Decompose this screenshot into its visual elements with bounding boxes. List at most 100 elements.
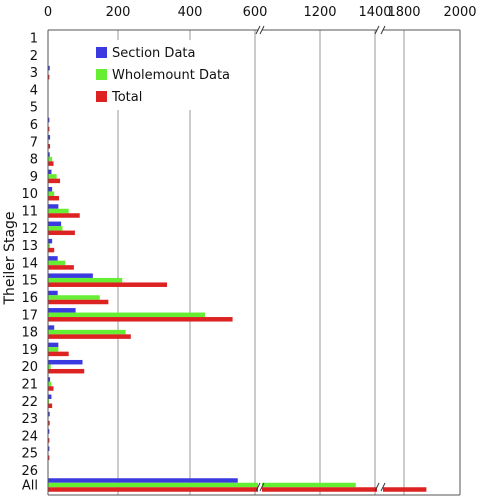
bar-total-6: [48, 126, 50, 132]
bar-total-20: [48, 368, 85, 374]
bar-section-data-16: [48, 290, 58, 296]
y-tick-label: 9: [30, 170, 38, 185]
y-tick-label: 24: [21, 429, 38, 444]
axis-break-gap-top: [377, 24, 383, 34]
bars: [48, 65, 427, 492]
legend-label: Section Data: [112, 46, 195, 61]
x-tick-label: 600: [243, 5, 268, 20]
bar-total-17: [48, 317, 233, 322]
bar-section-data-12: [48, 221, 62, 227]
bar-total-3: [48, 74, 50, 80]
axis-break-gap-bottom: [377, 475, 383, 499]
x-tick-label: 1800: [387, 5, 420, 20]
bar-section-data-3: [48, 65, 50, 71]
bar-total-23: [48, 420, 50, 426]
bar-total-19: [48, 351, 69, 357]
legend-swatch: [96, 91, 107, 102]
y-tick-label: 17: [21, 308, 38, 323]
x-tick-label: 0: [44, 5, 52, 20]
axis-break-slash: [380, 25, 386, 35]
y-tick-label: 20: [21, 360, 38, 375]
bar-wholemount-data-13: [48, 243, 51, 248]
y-tick-label: 19: [21, 343, 38, 358]
bar-wholemount-data-11: [48, 208, 69, 214]
bar-section-data-13: [48, 238, 53, 244]
bar-total-14: [48, 265, 74, 270]
y-tick-label: 8: [30, 153, 38, 168]
legend: Section Data Wholemount Data Total: [90, 40, 245, 110]
bar-section-data-20: [48, 359, 83, 365]
bar-total-10: [48, 195, 60, 201]
bar-total-All: [48, 487, 427, 492]
y-tick-label: 5: [30, 101, 38, 116]
y-tick-label: 16: [21, 291, 38, 306]
y-tick-label: 4: [30, 83, 38, 98]
x-tick-label: 400: [178, 5, 203, 20]
axis-break-slash: [255, 482, 261, 492]
bar-section-data-All: [48, 478, 238, 483]
bar-total-25: [48, 455, 50, 460]
bar-section-data-22: [48, 394, 52, 400]
bar-wholemount-data-22: [48, 399, 50, 404]
bar-wholemount-data-9: [48, 174, 57, 179]
bar-total-24: [48, 438, 50, 443]
y-tick-label: 7: [30, 135, 38, 150]
bar-section-data-11: [48, 204, 59, 209]
bar-section-data-25: [48, 446, 50, 451]
y-tick-label: 6: [30, 118, 38, 133]
y-tick-label: 2: [30, 49, 38, 64]
axis-break-gap-bottom: [258, 475, 262, 499]
y-tick-label: 22: [21, 395, 38, 410]
y-tick-label: 12: [21, 222, 38, 237]
axis-break-slash: [380, 482, 386, 492]
bar-section-data-21: [48, 377, 51, 382]
bar-total-12: [48, 230, 75, 236]
y-tick-label: 23: [21, 412, 38, 427]
bar-wholemount-data-14: [48, 260, 66, 266]
bar-wholemount-data-12: [48, 226, 63, 231]
bar-section-data-6: [48, 117, 50, 123]
y-tick-label: 25: [21, 447, 38, 462]
x-tick-label: 1400: [358, 5, 391, 20]
bar-section-data-9: [48, 169, 52, 175]
legend-label: Total: [111, 90, 142, 105]
y-tick-label: 26: [21, 464, 38, 479]
bar-wholemount-data-All: [48, 482, 356, 488]
y-tick-label: 21: [21, 378, 38, 393]
axis-break-slash: [259, 482, 265, 492]
x-tick-label: 2000: [443, 5, 476, 20]
bar-total-21: [48, 386, 54, 391]
bar-wholemount-data-20: [48, 364, 51, 369]
legend-box: [90, 40, 245, 110]
y-tick-label: 10: [21, 187, 38, 202]
axis-break-slash: [259, 25, 265, 35]
x-tick-label: 1200: [303, 5, 336, 20]
y-tick-label: 1: [30, 32, 38, 47]
axis-break-slash: [374, 25, 380, 35]
legend-label: Wholemount Data: [112, 68, 230, 83]
bar-wholemount-data-15: [48, 277, 123, 283]
bar-wholemount-data-10: [48, 191, 55, 196]
bar-wholemount-data-18: [48, 329, 126, 335]
bar-total-7: [48, 144, 51, 149]
bar-section-data-8: [48, 152, 50, 157]
bar-total-8: [48, 161, 54, 166]
axis-break-gap-top: [258, 24, 262, 34]
bar-section-data-10: [48, 186, 53, 192]
bar-wholemount-data-8: [48, 156, 53, 162]
legend-swatch: [96, 47, 107, 58]
plot-frame: [47, 24, 461, 499]
x-tick-label: 200: [106, 5, 131, 20]
bar-section-data-17: [48, 308, 76, 313]
bar-section-data-14: [48, 256, 58, 261]
bar-section-data-18: [48, 325, 55, 330]
y-tick-labels: 1234567891011121314151617181920212223242…: [21, 32, 38, 494]
bar-total-9: [48, 178, 61, 184]
bar-total-11: [48, 213, 80, 218]
bar-total-16: [48, 299, 109, 305]
bar-total-22: [48, 403, 53, 409]
y-tick-label: 14: [21, 256, 38, 271]
y-tick-label: 3: [30, 66, 38, 81]
axis-break-slash: [374, 482, 380, 492]
